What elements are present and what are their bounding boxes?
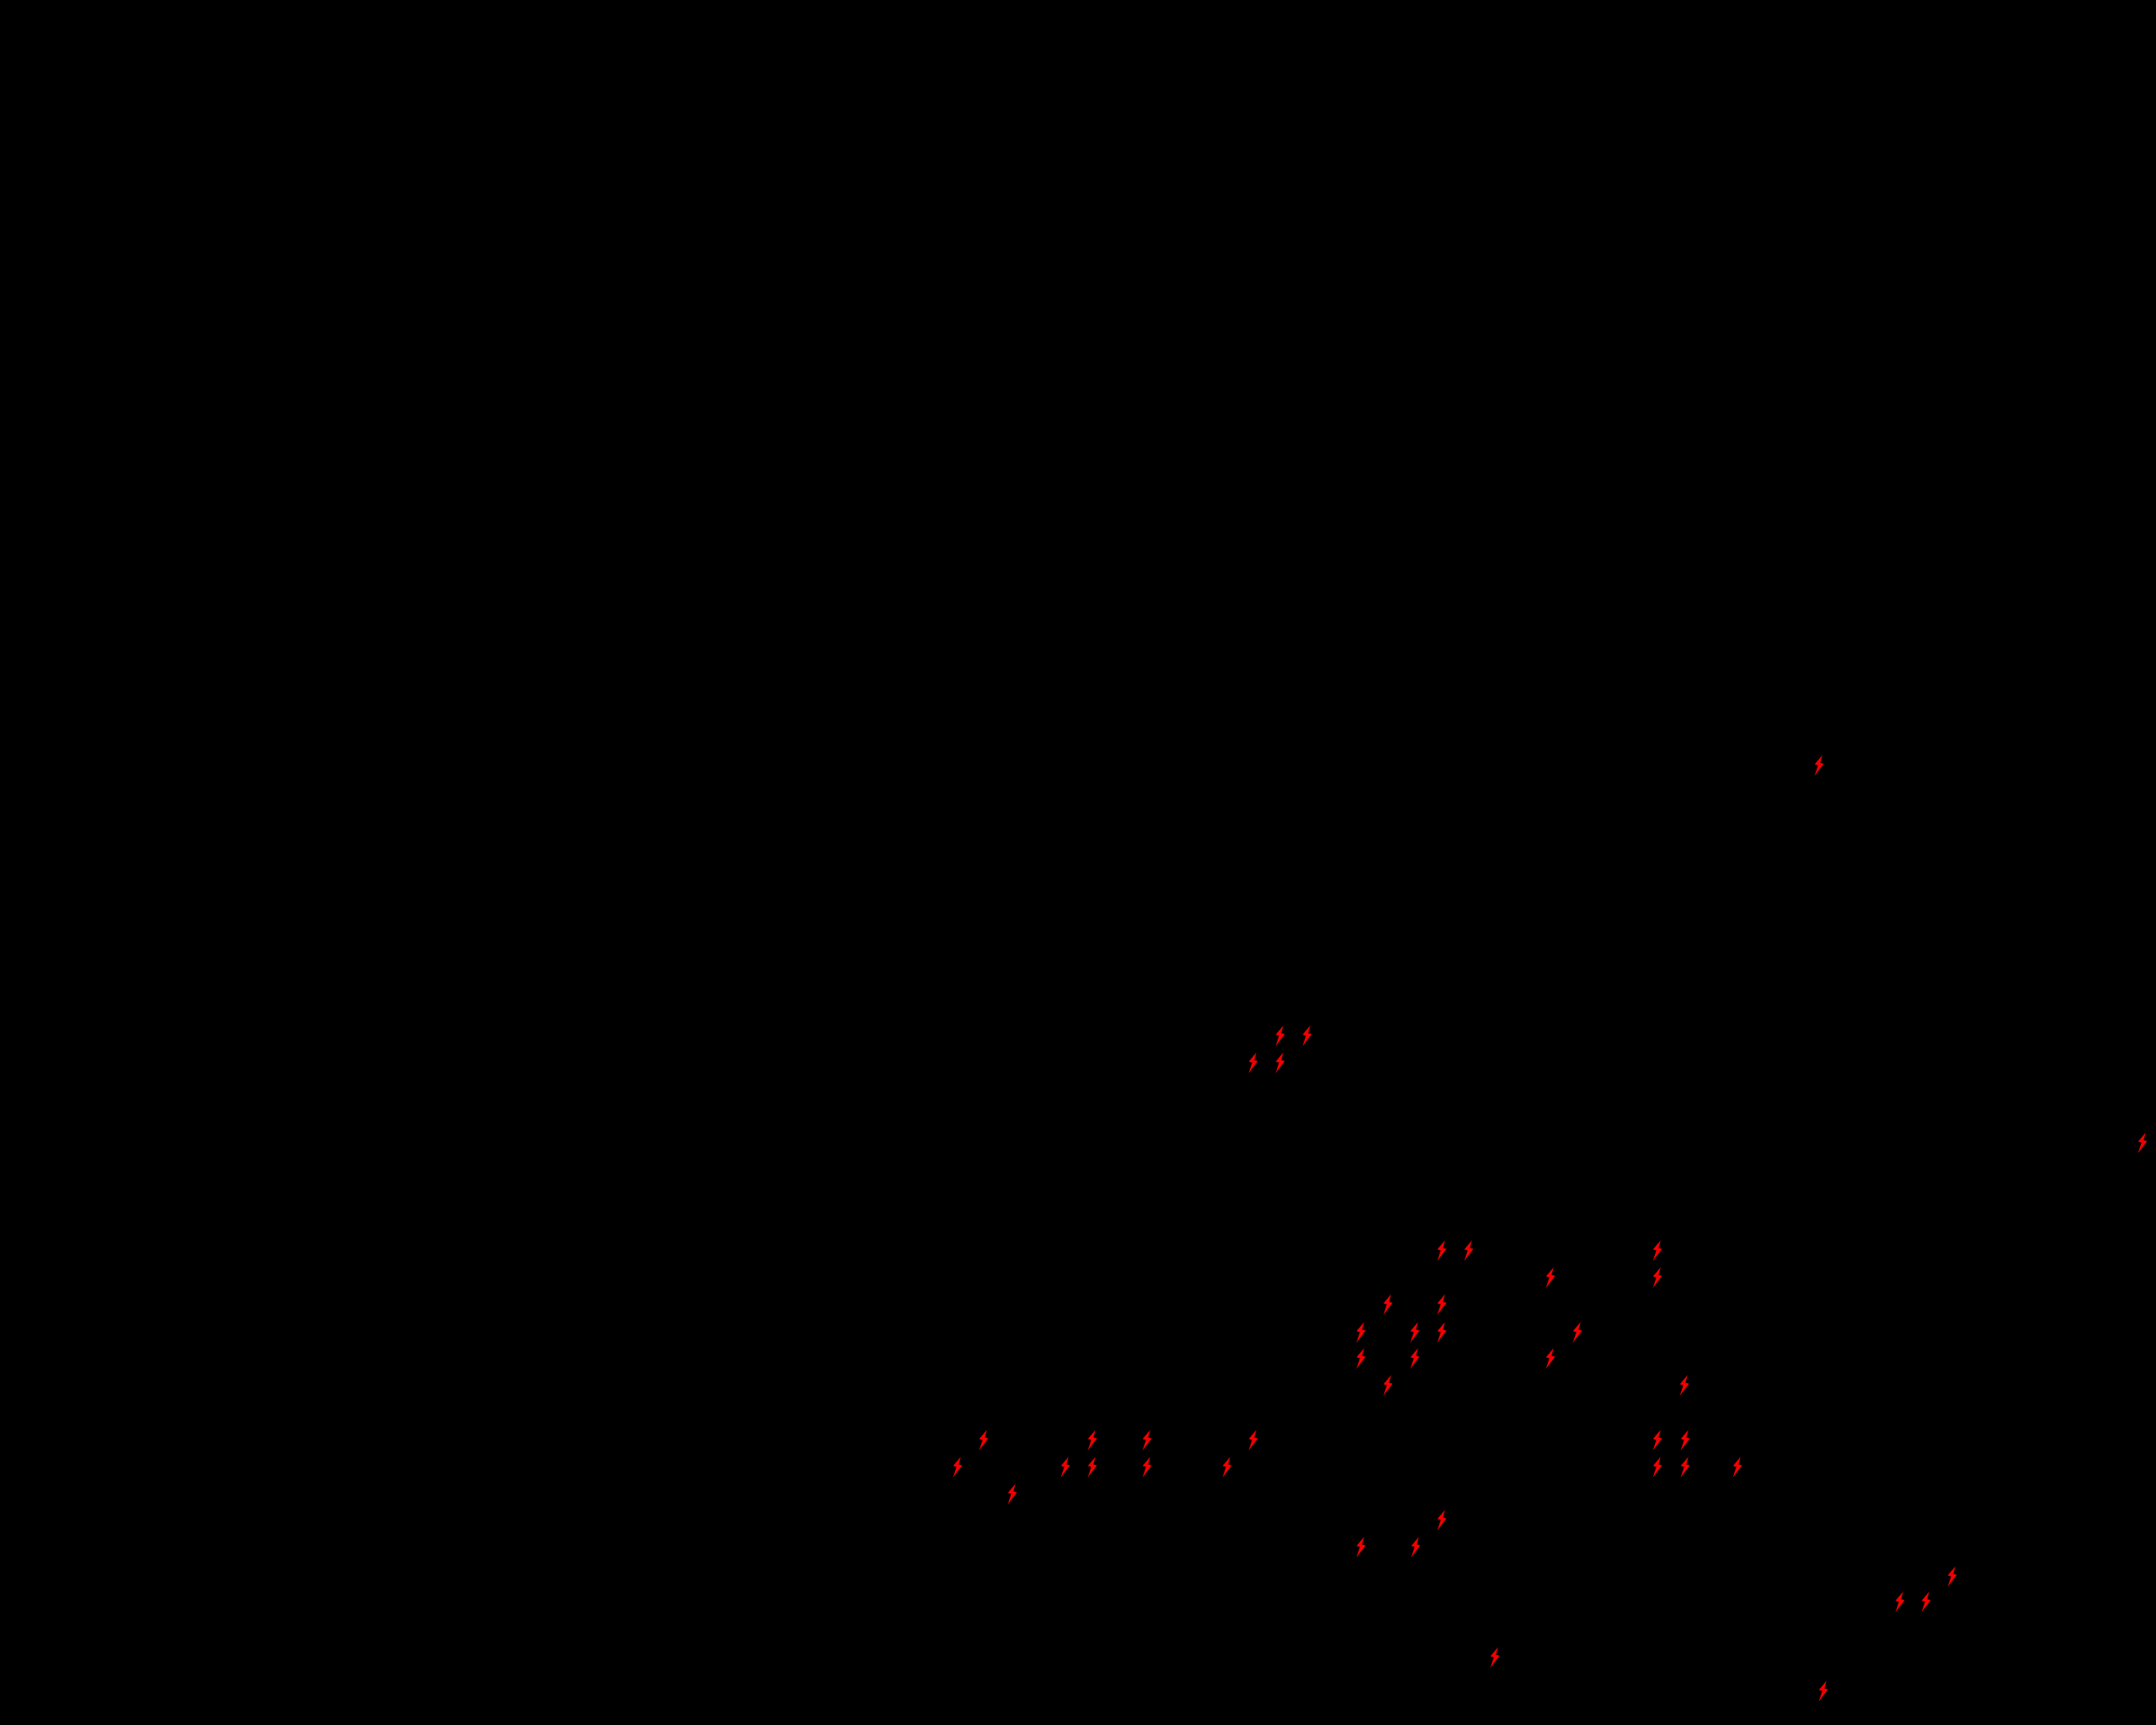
lightning-bolt-icon[interactable] — [2137, 1132, 2148, 1154]
lightning-bolt-icon[interactable] — [1652, 1267, 1663, 1289]
lightning-bolt-icon[interactable] — [978, 1429, 990, 1451]
lightning-bolt-icon[interactable] — [1436, 1322, 1448, 1343]
lightning-bolt-icon[interactable] — [1436, 1509, 1448, 1531]
lightning-bolt-icon[interactable] — [1679, 1429, 1691, 1451]
lightning-bolt-icon[interactable] — [1247, 1429, 1259, 1451]
lightning-bolt-icon[interactable] — [1545, 1348, 1556, 1370]
lightning-bolt-icon[interactable] — [1274, 1025, 1286, 1047]
lightning-bolt-icon[interactable] — [1817, 1680, 1829, 1702]
lightning-bolt-icon[interactable] — [1920, 1591, 1932, 1613]
lightning-bolt-icon[interactable] — [1247, 1052, 1259, 1074]
lightning-bolt-icon[interactable] — [1545, 1267, 1556, 1289]
lightning-bolt-icon[interactable] — [1463, 1240, 1475, 1262]
lightning-bolt-icon[interactable] — [1678, 1375, 1690, 1397]
lightning-bolt-icon[interactable] — [1382, 1294, 1394, 1316]
lightning-bolt-icon[interactable] — [1221, 1456, 1233, 1478]
lightning-bolt-icon[interactable] — [1355, 1322, 1367, 1343]
lightning-bolt-icon[interactable] — [1436, 1240, 1448, 1262]
lightning-bolt-icon[interactable] — [952, 1456, 963, 1478]
lightning-bolt-icon[interactable] — [1409, 1322, 1421, 1343]
lightning-bolt-icon[interactable] — [1355, 1536, 1367, 1558]
lightning-bolt-icon[interactable] — [1946, 1566, 1958, 1588]
lightning-bolt-icon[interactable] — [1679, 1456, 1691, 1478]
lightning-bolt-icon[interactable] — [1409, 1348, 1421, 1370]
lightning-bolt-icon[interactable] — [1006, 1483, 1018, 1505]
lightning-bolt-icon[interactable] — [1086, 1456, 1098, 1478]
lightning-bolt-icon[interactable] — [1572, 1322, 1583, 1343]
lightning-bolt-icon[interactable] — [1086, 1429, 1098, 1451]
lightning-bolt-icon[interactable] — [1301, 1025, 1313, 1047]
lightning-bolt-icon[interactable] — [1732, 1456, 1743, 1478]
lightning-bolt-icon[interactable] — [1652, 1429, 1663, 1451]
lightning-bolt-icon[interactable] — [1652, 1240, 1663, 1262]
lightning-bolt-icon[interactable] — [1436, 1294, 1448, 1316]
lightning-bolt-icon[interactable] — [1141, 1456, 1153, 1478]
lightning-bolt-icon[interactable] — [1382, 1375, 1394, 1397]
lightning-bolt-icon[interactable] — [1059, 1456, 1071, 1478]
lightning-bolt-icon[interactable] — [1141, 1429, 1153, 1451]
lightning-bolt-icon[interactable] — [1652, 1456, 1663, 1478]
lightning-bolt-icon[interactable] — [1355, 1348, 1367, 1370]
lightning-bolt-icon[interactable] — [1894, 1591, 1906, 1613]
lightning-bolt-icon[interactable] — [1813, 755, 1825, 777]
lightning-bolt-icon[interactable] — [1274, 1052, 1286, 1074]
lightning-bolt-icon[interactable] — [1410, 1536, 1422, 1558]
lightning-bolt-icon[interactable] — [1489, 1647, 1501, 1669]
